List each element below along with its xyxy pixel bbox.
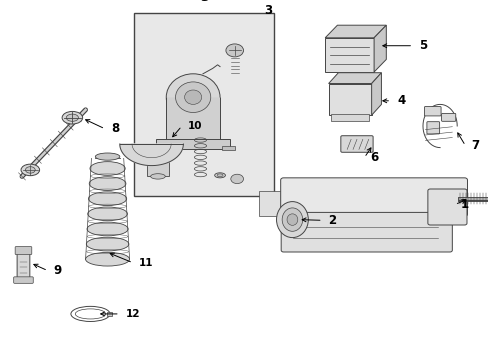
- Circle shape: [225, 44, 243, 57]
- Ellipse shape: [62, 111, 82, 124]
- Polygon shape: [166, 97, 220, 140]
- FancyBboxPatch shape: [426, 122, 439, 134]
- Ellipse shape: [276, 202, 307, 238]
- Ellipse shape: [214, 173, 225, 178]
- Polygon shape: [120, 144, 183, 166]
- Ellipse shape: [86, 237, 129, 251]
- Bar: [134, 13, 273, 196]
- FancyBboxPatch shape: [441, 113, 455, 121]
- FancyBboxPatch shape: [14, 277, 33, 283]
- Text: 3: 3: [264, 4, 272, 17]
- Ellipse shape: [150, 174, 165, 179]
- Ellipse shape: [25, 167, 35, 173]
- Bar: [106, 312, 112, 316]
- Text: 1: 1: [460, 198, 468, 211]
- Ellipse shape: [217, 174, 223, 177]
- Text: 9: 9: [54, 264, 62, 277]
- Bar: [259, 191, 285, 216]
- Bar: [328, 84, 371, 115]
- Polygon shape: [325, 25, 386, 38]
- Ellipse shape: [88, 192, 126, 206]
- Bar: [222, 146, 234, 150]
- FancyBboxPatch shape: [17, 249, 30, 280]
- Ellipse shape: [184, 90, 201, 104]
- Bar: [146, 153, 168, 176]
- Polygon shape: [371, 73, 381, 115]
- Bar: [151, 146, 163, 150]
- Ellipse shape: [95, 153, 120, 160]
- Bar: [330, 114, 368, 121]
- FancyBboxPatch shape: [340, 136, 372, 152]
- Ellipse shape: [85, 252, 129, 266]
- Ellipse shape: [282, 208, 302, 231]
- Bar: [325, 38, 373, 72]
- Text: 10: 10: [187, 121, 202, 131]
- Ellipse shape: [90, 162, 125, 175]
- Ellipse shape: [88, 207, 127, 221]
- Circle shape: [230, 174, 243, 184]
- Ellipse shape: [66, 114, 78, 121]
- Text: 4: 4: [396, 94, 405, 107]
- FancyBboxPatch shape: [424, 107, 440, 116]
- FancyBboxPatch shape: [427, 189, 466, 225]
- Text: 2: 2: [328, 214, 336, 227]
- Polygon shape: [373, 25, 386, 72]
- Ellipse shape: [87, 222, 128, 236]
- Text: 6: 6: [369, 151, 378, 164]
- Polygon shape: [328, 73, 381, 84]
- Text: 8: 8: [111, 122, 119, 135]
- Text: 12: 12: [125, 309, 140, 319]
- Ellipse shape: [166, 74, 220, 121]
- Ellipse shape: [286, 214, 297, 225]
- Polygon shape: [156, 139, 229, 149]
- Ellipse shape: [175, 82, 210, 112]
- FancyBboxPatch shape: [15, 247, 32, 255]
- FancyBboxPatch shape: [281, 212, 451, 252]
- Text: 11: 11: [139, 258, 153, 268]
- Text: 5: 5: [418, 39, 427, 52]
- Ellipse shape: [21, 164, 40, 176]
- Ellipse shape: [89, 177, 126, 190]
- FancyBboxPatch shape: [280, 178, 467, 216]
- Text: 3: 3: [200, 0, 208, 4]
- Text: 7: 7: [470, 139, 479, 152]
